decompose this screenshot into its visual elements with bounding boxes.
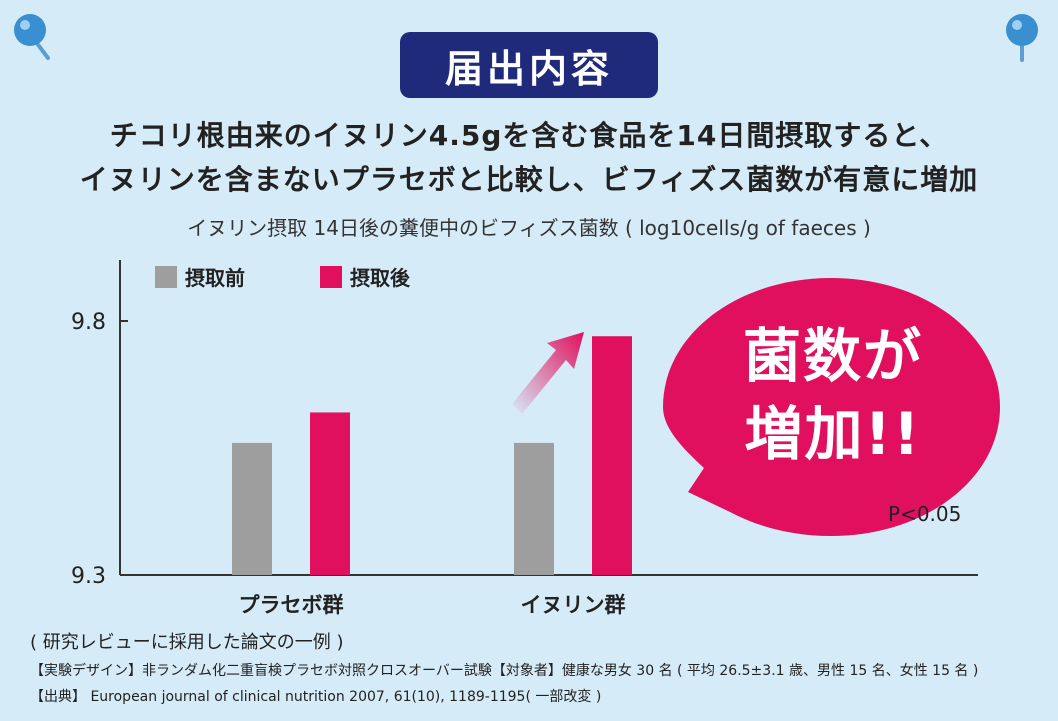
bar-after [592,336,632,575]
pushpin-icon [1006,14,1038,62]
trend-arrow-icon [512,332,584,414]
legend-item-before: 摂取前 [155,262,245,291]
headline-line1: チコリ根由来のイヌリン4.5gを含む食品を14日間摂取すると、 [109,119,949,152]
legend-swatch-after [320,265,342,288]
p-value: P<0.05 [888,502,962,526]
bubble-line1: 菌数が [742,322,923,390]
bubble-line2: 増加!! [744,400,922,468]
pushpin-icon [14,14,50,60]
legend-label-before: 摂取前 [185,266,245,290]
y-tick-label: 9.8 [71,310,106,335]
bar-before [514,442,554,575]
y-tick-label: 9.3 [71,564,106,589]
legend-swatch-before [155,265,177,288]
footnote-source: 【出典】 European journal of clinical nutrit… [30,689,602,705]
bar-before [232,442,272,575]
chart-title: イヌリン摂取 14日後の糞便中のビフィズス菌数 ( log10cells/g o… [187,216,871,240]
badge-title: 届出内容 [400,32,658,98]
legend-label-after: 摂取後 [350,266,410,290]
x-tick-label: イヌリン群 [521,593,626,617]
x-tick-label: プラセボ群 [239,593,344,617]
bar-after [310,412,350,575]
headline-line2: イヌリンを含まないプラセボと比較し、ビフィズス菌数が有意に増加 [79,163,979,196]
footnote-design: 【実験デザイン】非ランダム化二重盲検プラセボ対照クロスオーバー試験【対象者】健康… [30,663,979,679]
legend-item-after: 摂取後 [320,262,410,291]
study-note: ( 研究レビューに採用した論文の一例 ) [30,632,344,653]
